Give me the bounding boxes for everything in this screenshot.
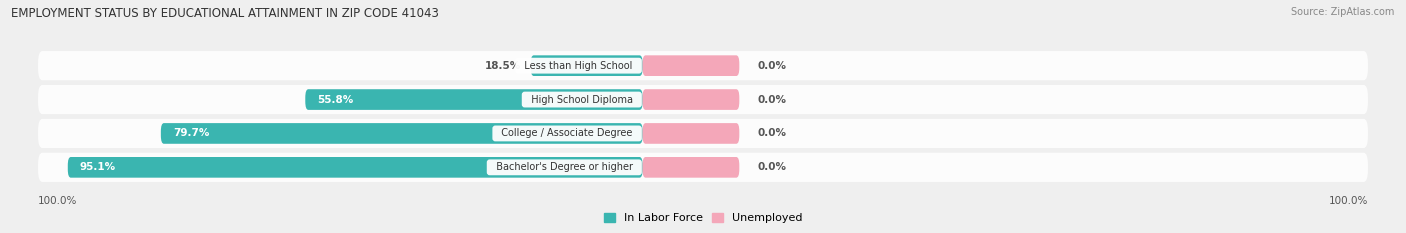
Text: Less than High School: Less than High School xyxy=(519,61,638,71)
FancyBboxPatch shape xyxy=(643,89,740,110)
FancyBboxPatch shape xyxy=(643,157,740,178)
FancyBboxPatch shape xyxy=(160,123,643,144)
FancyBboxPatch shape xyxy=(38,51,1368,80)
FancyBboxPatch shape xyxy=(305,89,643,110)
Text: EMPLOYMENT STATUS BY EDUCATIONAL ATTAINMENT IN ZIP CODE 41043: EMPLOYMENT STATUS BY EDUCATIONAL ATTAINM… xyxy=(11,7,439,20)
FancyBboxPatch shape xyxy=(530,55,643,76)
Text: 18.5%: 18.5% xyxy=(485,61,522,71)
FancyBboxPatch shape xyxy=(38,85,1368,114)
FancyBboxPatch shape xyxy=(38,153,1368,182)
Text: 55.8%: 55.8% xyxy=(318,95,354,105)
Text: 0.0%: 0.0% xyxy=(758,61,786,71)
Text: Bachelor's Degree or higher: Bachelor's Degree or higher xyxy=(489,162,638,172)
Text: High School Diploma: High School Diploma xyxy=(524,95,638,105)
Text: 100.0%: 100.0% xyxy=(1329,196,1368,206)
Text: 79.7%: 79.7% xyxy=(173,128,209,138)
Text: 95.1%: 95.1% xyxy=(80,162,117,172)
FancyBboxPatch shape xyxy=(643,123,740,144)
Text: Source: ZipAtlas.com: Source: ZipAtlas.com xyxy=(1291,7,1395,17)
Text: College / Associate Degree: College / Associate Degree xyxy=(495,128,638,138)
FancyBboxPatch shape xyxy=(643,55,740,76)
Text: 0.0%: 0.0% xyxy=(758,162,786,172)
Text: 100.0%: 100.0% xyxy=(38,196,77,206)
Text: 0.0%: 0.0% xyxy=(758,95,786,105)
FancyBboxPatch shape xyxy=(38,119,1368,148)
Legend: In Labor Force, Unemployed: In Labor Force, Unemployed xyxy=(599,209,807,228)
FancyBboxPatch shape xyxy=(67,157,643,178)
Text: 0.0%: 0.0% xyxy=(758,128,786,138)
